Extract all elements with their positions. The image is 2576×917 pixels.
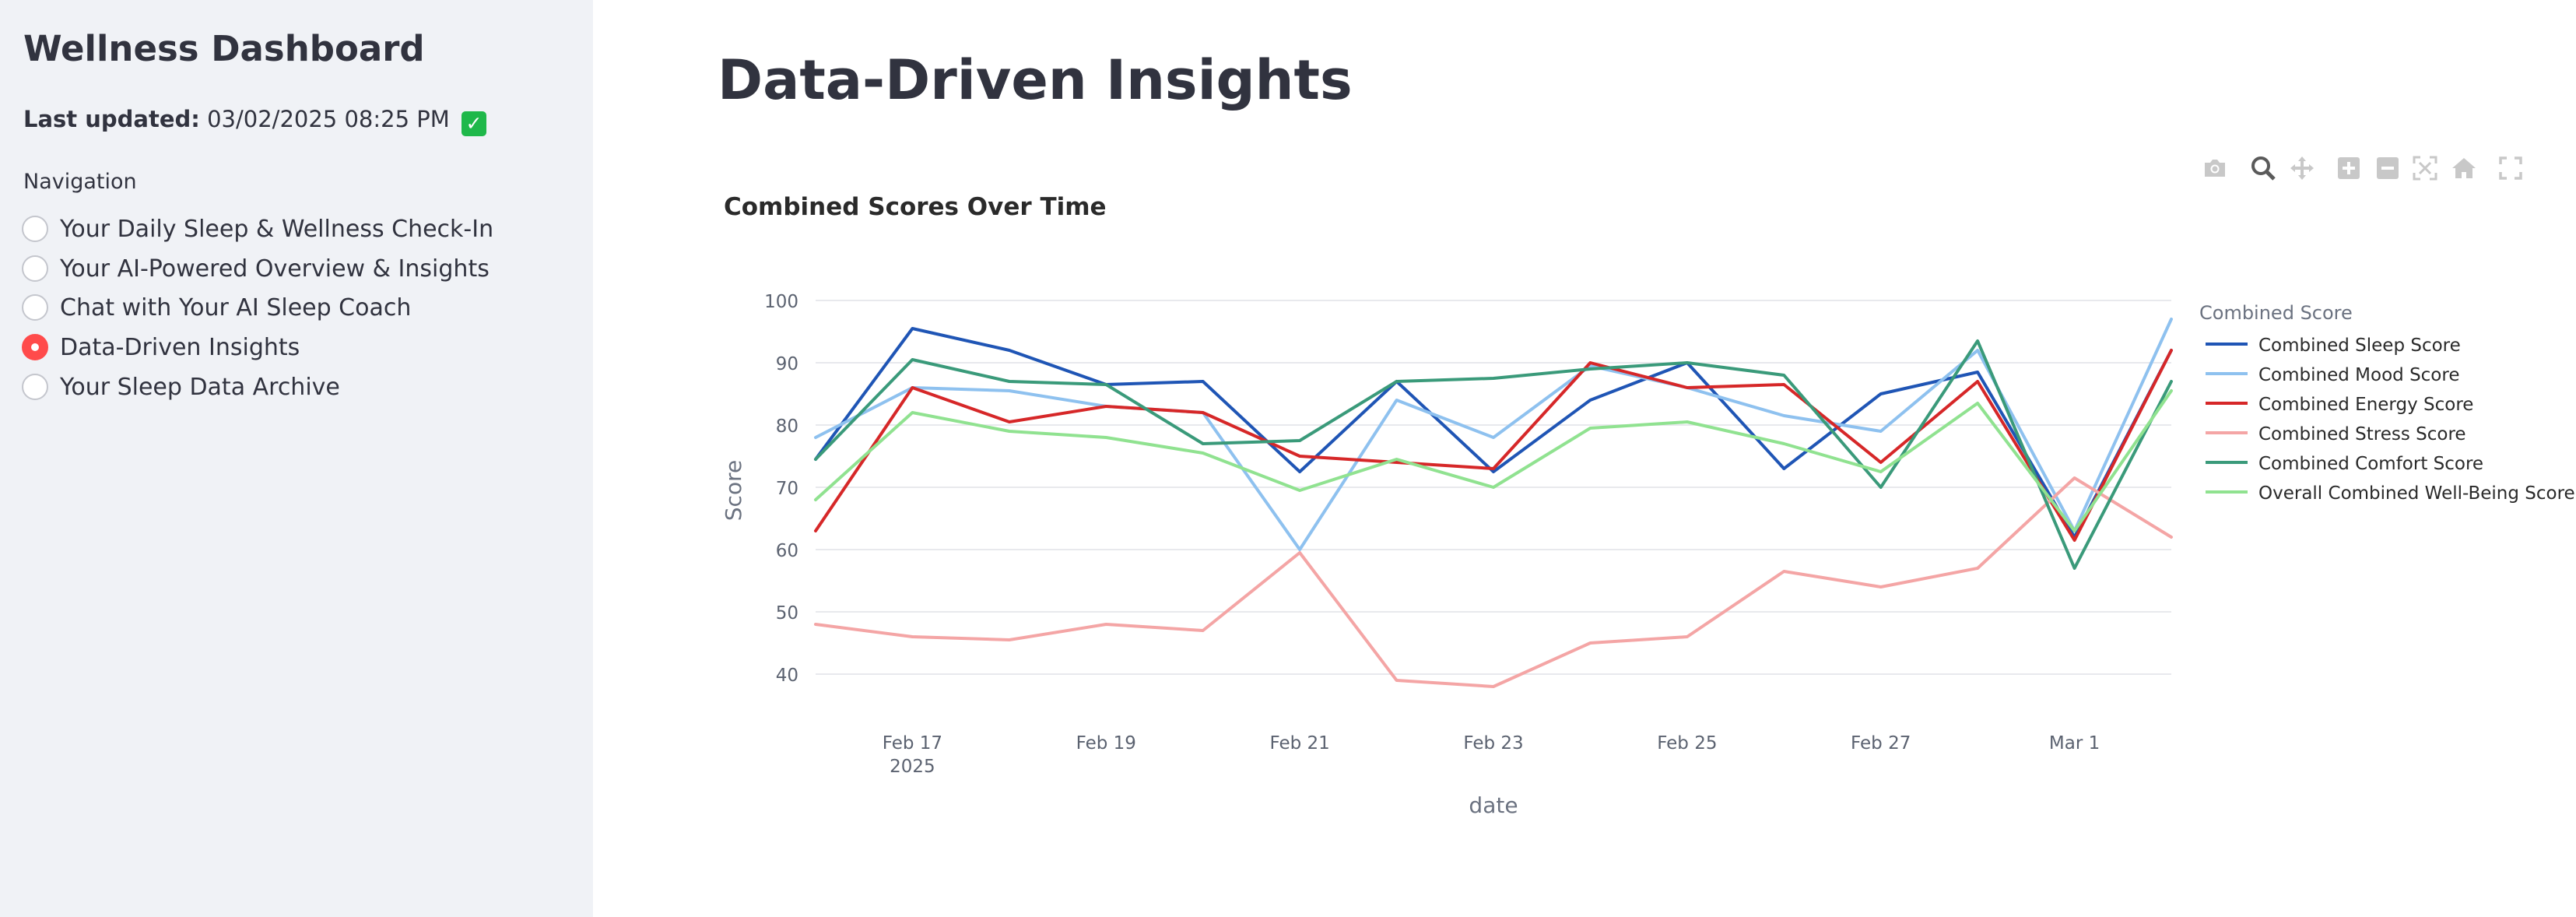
chart-title: Combined Scores Over Time xyxy=(724,193,1107,221)
legend-item: Combined Energy Score xyxy=(2258,395,2473,415)
legend-item: Combined Sleep Score xyxy=(2258,336,2461,356)
radio-button[interactable] xyxy=(22,374,48,400)
navigation-label: Navigation xyxy=(23,170,137,194)
x-tick-label: Feb 25 xyxy=(1657,733,1717,754)
zoom-icon[interactable] xyxy=(2248,153,2279,184)
y-axis-title: Score xyxy=(721,460,746,521)
x-axis-title: date xyxy=(1469,792,1518,818)
series-line xyxy=(814,476,2173,688)
y-tick-label: 40 xyxy=(776,666,798,686)
sidebar: Wellness Dashboard Last updated: 03/02/2… xyxy=(0,0,593,917)
camera-icon[interactable] xyxy=(2199,153,2230,184)
y-tick-label: 100 xyxy=(764,292,798,312)
last-updated-value: 03/02/2025 08:25 PM xyxy=(207,106,450,132)
reset-axes-icon[interactable] xyxy=(2448,153,2479,184)
chart-modebar xyxy=(2199,153,2534,187)
y-tick-label: 70 xyxy=(776,479,798,499)
nav-item-overview-insights[interactable]: Your AI-Powered Overview & Insights xyxy=(22,251,490,286)
y-tick-label: 50 xyxy=(776,603,798,624)
x-tick-label: Feb 17 xyxy=(883,733,942,754)
series-line xyxy=(814,327,2173,539)
check-mark-icon: ✓ xyxy=(462,111,486,136)
x-tick-label: Feb 19 xyxy=(1076,733,1136,754)
nav-item-label: Data-Driven Insights xyxy=(60,333,300,361)
radio-button[interactable] xyxy=(22,294,48,321)
series-line xyxy=(814,318,2173,551)
nav-item-label: Your AI-Powered Overview & Insights xyxy=(60,255,490,283)
legend-item: Combined Stress Score xyxy=(2258,424,2466,444)
y-tick-label: 90 xyxy=(776,354,798,374)
legend-item: Overall Combined Well-Being Score xyxy=(2258,483,2575,504)
sidebar-title: Wellness Dashboard xyxy=(23,28,425,69)
legend-title: Combined Score xyxy=(2199,302,2353,324)
series-line xyxy=(814,349,2173,542)
radio-button[interactable] xyxy=(22,216,48,242)
nav-item-sleep-archive[interactable]: Your Sleep Data Archive xyxy=(22,370,340,404)
series-line xyxy=(814,339,2173,570)
legend-item: Combined Mood Score xyxy=(2258,365,2459,385)
y-tick-label: 60 xyxy=(776,541,798,561)
zoom-in-icon[interactable] xyxy=(2333,153,2364,184)
nav-item-label: Your Sleep Data Archive xyxy=(60,373,340,401)
x-tick-label: Feb 27 xyxy=(1851,733,1911,754)
nav-item-label: Chat with Your AI Sleep Coach xyxy=(60,293,412,321)
nav-item-daily-checkin[interactable]: Your Daily Sleep & Wellness Check-In xyxy=(22,212,493,246)
nav-item-data-driven-insights[interactable]: Data-Driven Insights xyxy=(22,330,300,364)
x-tick-label: Feb 23 xyxy=(1463,733,1523,754)
last-updated-label: Last updated: xyxy=(23,106,200,132)
autoscale-icon[interactable] xyxy=(2409,153,2441,184)
page-title: Data-Driven Insights xyxy=(718,48,1353,112)
nav-item-label: Your Daily Sleep & Wellness Check-In xyxy=(60,215,494,243)
last-updated: Last updated: 03/02/2025 08:25 PM ✓ xyxy=(23,106,486,136)
fullscreen-icon[interactable] xyxy=(2495,153,2526,184)
x-tick-sublabel: 2025 xyxy=(890,757,935,777)
nav-item-sleep-coach[interactable]: Chat with Your AI Sleep Coach xyxy=(22,290,411,325)
radio-button[interactable] xyxy=(22,255,48,282)
series-line xyxy=(814,389,2173,532)
radio-button-selected[interactable] xyxy=(22,334,48,360)
zoom-out-icon[interactable] xyxy=(2372,153,2403,184)
x-tick-label: Mar 1 xyxy=(2049,733,2100,754)
x-tick-label: Feb 21 xyxy=(1269,733,1329,754)
legend-item: Combined Comfort Score xyxy=(2258,454,2483,474)
y-tick-label: 80 xyxy=(776,416,798,437)
pan-icon[interactable] xyxy=(2286,153,2318,184)
